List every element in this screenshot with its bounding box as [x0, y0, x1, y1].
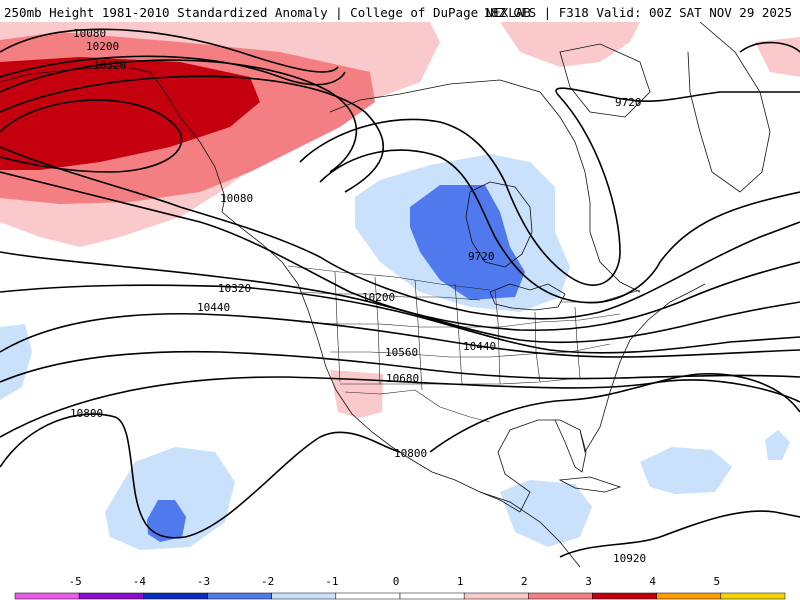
- contour-label: 10320: [218, 282, 251, 295]
- colorbar-tick-label: 1: [457, 575, 464, 588]
- colorbar-tick-label: 0: [393, 575, 400, 588]
- contour-10920: [559, 510, 800, 558]
- colorbar-tick-label: 5: [714, 575, 721, 588]
- colorbar-segment: [271, 592, 337, 600]
- map-canvas: 10080 10200 10320 9720 10080 9720 10320 …: [0, 22, 800, 568]
- anomaly-shading: [0, 22, 800, 550]
- contour-10560-mid: [0, 350, 800, 383]
- great-lakes: [489, 283, 566, 311]
- geography-lines: [0, 22, 771, 568]
- contour-10440-north: [0, 75, 384, 193]
- greenland-coastline: [687, 22, 771, 193]
- height-contours: [0, 28, 800, 558]
- negative-anomaly-light-atlantic-east: [765, 430, 790, 460]
- contour-9960: [0, 146, 800, 320]
- alaska-coastline: [0, 65, 226, 213]
- colorbar-segment: [592, 592, 657, 600]
- contour-label: 10200: [86, 40, 119, 53]
- model-run-info: 18Z GFS | F318 Valid: 00Z SAT NOV 29 202…: [483, 5, 792, 20]
- florida-peninsula: [554, 419, 587, 473]
- contour-9840: [319, 149, 800, 304]
- contour-inner-high-1: [0, 99, 183, 173]
- arctic-islands-coastline: [559, 43, 651, 118]
- contour-9720: [299, 87, 800, 286]
- colorbar-segment: [143, 592, 208, 600]
- contour-10800-west: [0, 413, 401, 539]
- colorbar-segment: [656, 592, 722, 600]
- positive-anomaly-light-baja: [330, 370, 383, 418]
- colorbar-tick-label: -2: [261, 575, 274, 588]
- contour-label: 10560: [385, 346, 418, 359]
- colorbar-segment: [528, 592, 593, 600]
- colorbar-tick-label: -5: [69, 575, 82, 588]
- contour-labels: 10080 10200 10320 9720 10080 9720 10320 …: [70, 27, 646, 565]
- contour-10440-mid: [0, 312, 800, 358]
- colorbar-segment: [78, 592, 144, 600]
- colorbar-segment: [207, 592, 272, 600]
- colorbar-tick-label: -4: [133, 575, 147, 588]
- header-bar: 250mb Height 1981-2010 Standardized Anom…: [0, 0, 800, 22]
- contour-10080-north: [0, 28, 339, 73]
- contour-10320-north: [0, 59, 358, 173]
- contour-label: 10680: [386, 372, 419, 385]
- gulf-and-east-coastline: [497, 283, 706, 513]
- negative-anomaly-medium-canada: [410, 185, 525, 300]
- colorbar-tick-labels: -5 -4 -3 -2 -1 0 1 2 3 4 5: [69, 575, 721, 588]
- negative-anomaly-light-atlantic: [640, 447, 732, 494]
- contour-10800-east: [429, 373, 800, 453]
- contour-label: 10440: [197, 301, 230, 314]
- negative-anomaly-light-pacific-west: [0, 324, 32, 400]
- cuba-coastline: [558, 476, 622, 493]
- colorbar-segment: [14, 592, 80, 600]
- central-america-coastline: [479, 491, 581, 568]
- contour-label: 9720: [468, 250, 495, 263]
- contour-label: 10800: [70, 407, 103, 420]
- colorbar-tick-label: 2: [521, 575, 528, 588]
- colorbar-segment: [463, 592, 529, 600]
- north-america-west-coastline: [221, 211, 521, 513]
- contour-label: 10320: [93, 59, 126, 72]
- colorbar-segment: [335, 592, 401, 600]
- positive-anomaly-light-greenland: [500, 22, 640, 67]
- colorbar: -5 -4 -3 -2 -1 0 1 2 3 4 5: [14, 575, 786, 600]
- contour-ne-closed: [739, 41, 800, 53]
- colorbar-tick-label: -1: [325, 575, 338, 588]
- canada-arctic-coastline: [329, 79, 641, 293]
- contour-label: 10080: [220, 192, 253, 205]
- contour-label: 10920: [613, 552, 646, 565]
- us-mexico-border: [344, 389, 491, 423]
- colorbar-segments: [14, 592, 786, 600]
- positive-anomaly-light-ne: [755, 37, 800, 77]
- negative-anomaly-light-caribbean: [500, 480, 592, 547]
- contour-label: 9720: [615, 96, 642, 109]
- contour-label: 10800: [394, 447, 427, 460]
- colorbar-tick-label: 3: [585, 575, 592, 588]
- contour-10320-mid: [0, 284, 800, 354]
- colorbar-segment: [399, 592, 465, 600]
- map-title: 250mb Height 1981-2010 Standardized Anom…: [4, 5, 531, 20]
- contour-10200-mid: [0, 251, 800, 344]
- colorbar-tick-label: -3: [197, 575, 210, 588]
- colorbar-segment: [720, 592, 786, 600]
- contour-label: 10080: [73, 27, 106, 40]
- contour-label: 10440: [463, 340, 496, 353]
- negative-anomaly-light-pacific-south: [105, 447, 235, 550]
- negative-anomaly-medium-pacific-south: [147, 500, 186, 542]
- contour-10680-mid: [0, 376, 800, 438]
- colorbar-tick-label: 4: [649, 575, 656, 588]
- contour-label: 10200: [362, 291, 395, 304]
- positive-anomaly-strong-alaska: [0, 57, 260, 170]
